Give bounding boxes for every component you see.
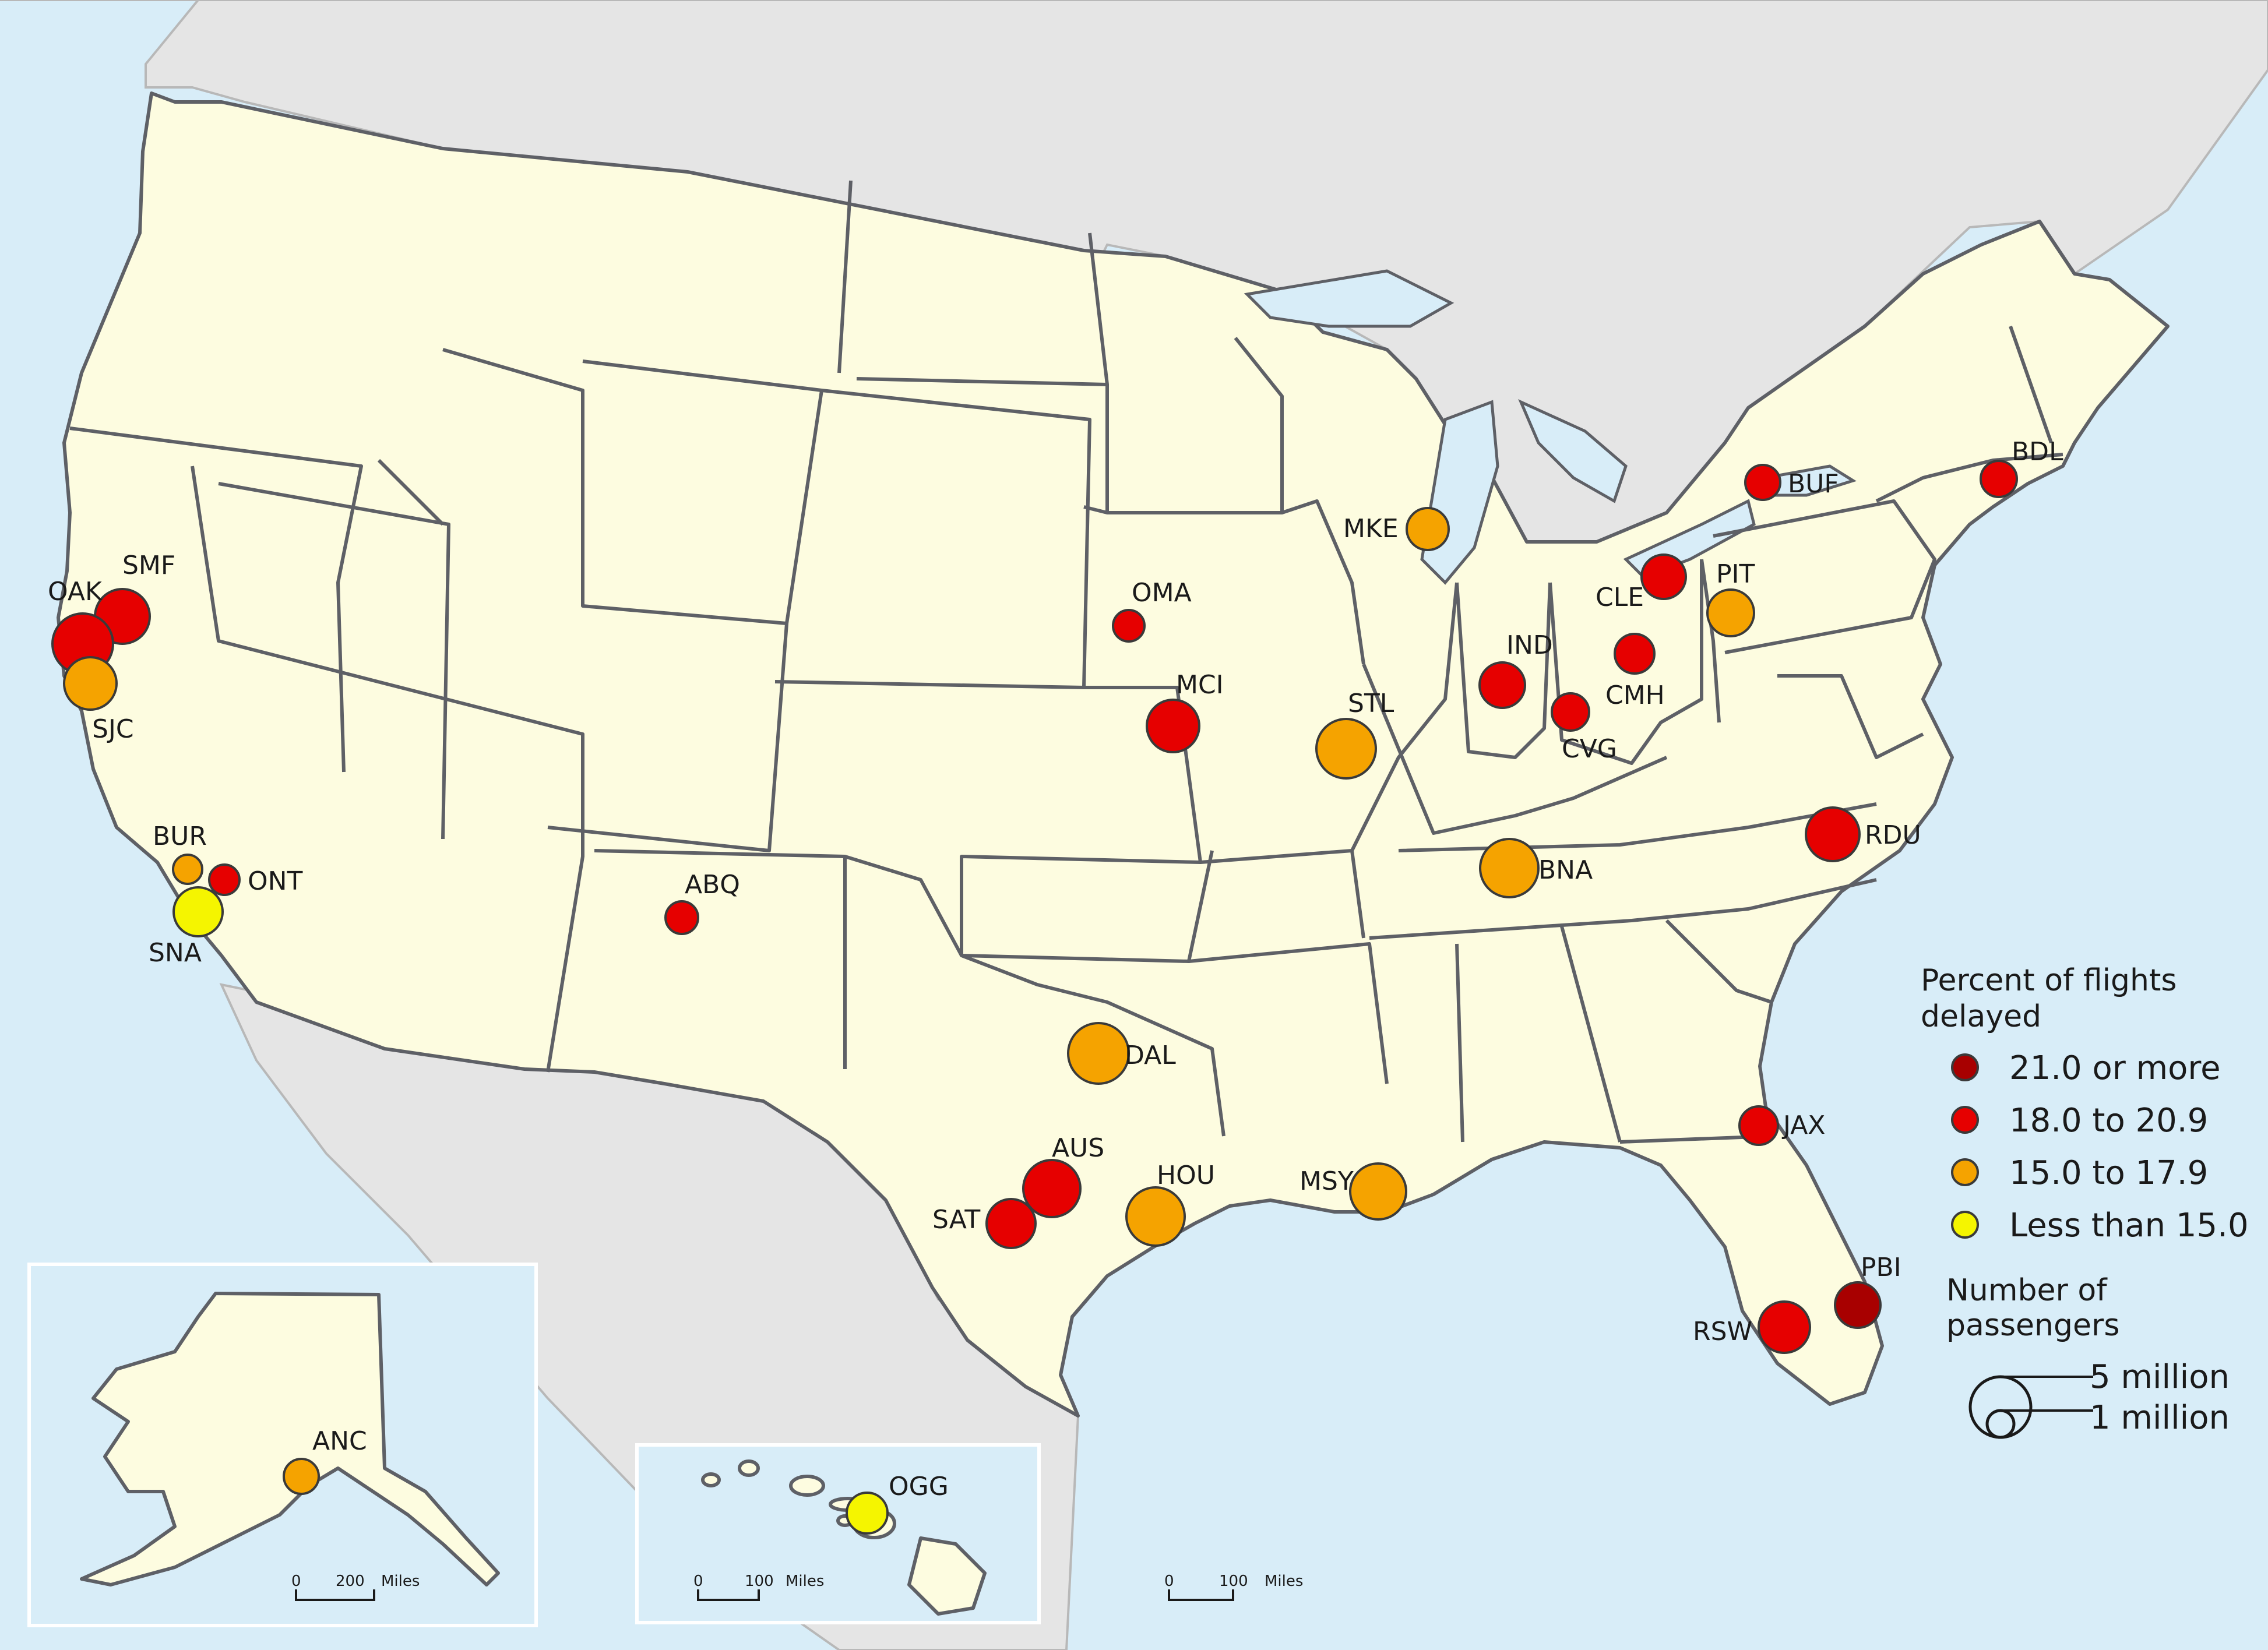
airport-marker-oma	[1112, 609, 1146, 643]
scale-alaska-distance: 200	[336, 1573, 365, 1590]
airport-label-rdu: RDU	[1865, 820, 1921, 850]
airport-label-msy: MSY	[1299, 1166, 1354, 1196]
airport-marker-ont	[208, 863, 241, 896]
legend-swatch-less-than-15	[1951, 1211, 1979, 1239]
airport-label-buf: BUF	[1788, 469, 1839, 499]
legend-swatch-18-to-20-9	[1951, 1106, 1979, 1134]
airport-label-oak: OAK	[48, 577, 103, 607]
airport-label-cvg: CVG	[1562, 734, 1617, 764]
legend-label-18-to-20-9: 18.0 to 20.9	[2009, 1102, 2208, 1140]
airport-label-anc: ANC	[312, 1426, 367, 1456]
airport-marker-cle	[1640, 553, 1687, 600]
airport-label-mke: MKE	[1343, 514, 1399, 544]
airport-marker-abq	[664, 900, 699, 935]
airport-label-aus: AUS	[1052, 1133, 1104, 1163]
scale-alaska-zero: 0	[291, 1573, 301, 1590]
airport-label-bna: BNA	[1538, 855, 1593, 885]
legend-size-title-line2: passengers	[1946, 1308, 2119, 1343]
airport-marker-buf	[1744, 464, 1781, 501]
airport-marker-sna	[172, 886, 224, 937]
airport-label-dal: DAL	[1125, 1041, 1176, 1070]
legend-swatch-15-to-17-9	[1951, 1158, 1979, 1186]
airport-marker-rsw	[1758, 1300, 1811, 1354]
airport-label-sna: SNA	[149, 938, 202, 968]
scale-hawaii-unit: Miles	[786, 1573, 824, 1590]
airport-marker-stl	[1315, 718, 1377, 780]
airport-label-mci: MCI	[1176, 670, 1224, 700]
scale-bar-mainland: 0 100 Miles	[1164, 1573, 1303, 1601]
legend-swatch-21-or-more	[1951, 1053, 1979, 1081]
legend-label-15-to-17-9: 15.0 to 17.9	[2009, 1154, 2208, 1192]
legend-color-title-line2: delayed	[1921, 999, 2041, 1034]
airport-marker-hou	[1125, 1186, 1186, 1247]
airport-label-cmh: CMH	[1605, 681, 1665, 710]
airport-marker-ind	[1478, 661, 1526, 709]
airport-marker-cvg	[1551, 692, 1590, 732]
airport-label-stl: STL	[1348, 689, 1394, 718]
scale-bar-alaska: 0 200 Miles	[291, 1573, 420, 1601]
airport-marker-bur	[172, 854, 203, 885]
scale-mainland-unit: Miles	[1265, 1573, 1303, 1590]
airport-marker-cmh	[1614, 633, 1656, 675]
airport-marker-sat	[985, 1198, 1037, 1249]
legend-size-5-million-label: 5 million	[2090, 1358, 2230, 1396]
great-lakes	[1244, 269, 1857, 585]
airport-label-oma: OMA	[1132, 578, 1192, 608]
airport-marker-mci	[1146, 699, 1200, 753]
airport-marker-mke	[1406, 507, 1450, 551]
airport-label-sjc: SJC	[92, 714, 134, 744]
airport-marker-ogg	[846, 1492, 889, 1535]
legend-color-title-line1: Percent of flights	[1921, 963, 2177, 998]
airport-label-hou: HOU	[1157, 1161, 1215, 1190]
airport-label-rsw: RSW	[1693, 1317, 1752, 1346]
airport-label-abq: ABQ	[685, 870, 740, 900]
airport-marker-pit	[1706, 588, 1755, 637]
airport-marker-dal	[1067, 1022, 1130, 1085]
airport-label-pit: PIT	[1716, 559, 1755, 589]
airport-marker-jax	[1738, 1105, 1779, 1146]
scale-hawaii-distance: 100	[745, 1573, 774, 1590]
airport-label-ind: IND	[1506, 630, 1553, 660]
airport-marker-sjc	[63, 656, 118, 711]
contiguous-us-shape	[57, 91, 2170, 1418]
airport-marker-rdu	[1805, 806, 1861, 862]
airport-label-ogg: OGG	[889, 1472, 949, 1501]
airport-label-pbi: PBI	[1861, 1253, 1901, 1282]
airport-marker-bna	[1479, 838, 1540, 898]
airport-marker-bdl	[1980, 460, 2018, 498]
airport-label-smf: SMF	[122, 551, 175, 580]
airport-label-ont: ONT	[248, 866, 303, 896]
scale-hawaii-zero: 0	[693, 1573, 703, 1590]
airport-label-jax: JAX	[1781, 1110, 1825, 1140]
airport-marker-pbi	[1834, 1281, 1882, 1329]
airport-label-sat: SAT	[932, 1205, 980, 1235]
scale-mainland-zero: 0	[1164, 1573, 1174, 1590]
airport-label-bur: BUR	[153, 822, 207, 851]
scale-alaska-unit: Miles	[381, 1573, 420, 1590]
legend-label-less-than-15: Less than 15.0	[2009, 1207, 2249, 1244]
airport-symbols: SMF OAK SJC BUR ONT SNA ABQ OMA MCI MKE STL IND CVG C…	[48, 437, 2063, 1535]
airport-marker-msy	[1349, 1162, 1407, 1221]
legend-size-1-million-label: 1 million	[2090, 1399, 2230, 1437]
airport-label-bdl: BDL	[2012, 437, 2063, 467]
legend-label-21-or-more: 21.0 or more	[2009, 1049, 2221, 1087]
scale-mainland-distance: 100	[1219, 1573, 1248, 1590]
state-boundaries	[69, 180, 2076, 1144]
legend-size-title-line1: Number of	[1946, 1273, 2108, 1308]
airport-label-cle: CLE	[1596, 583, 1644, 612]
legend: Percent of flights delayed 21.0 or more …	[1921, 963, 2249, 1439]
airport-marker-anc	[283, 1458, 320, 1495]
alaska-shape	[80, 1292, 500, 1586]
scale-bar-hawaii: 0 100 Miles	[693, 1573, 824, 1601]
airport-marker-aus	[1022, 1159, 1082, 1218]
